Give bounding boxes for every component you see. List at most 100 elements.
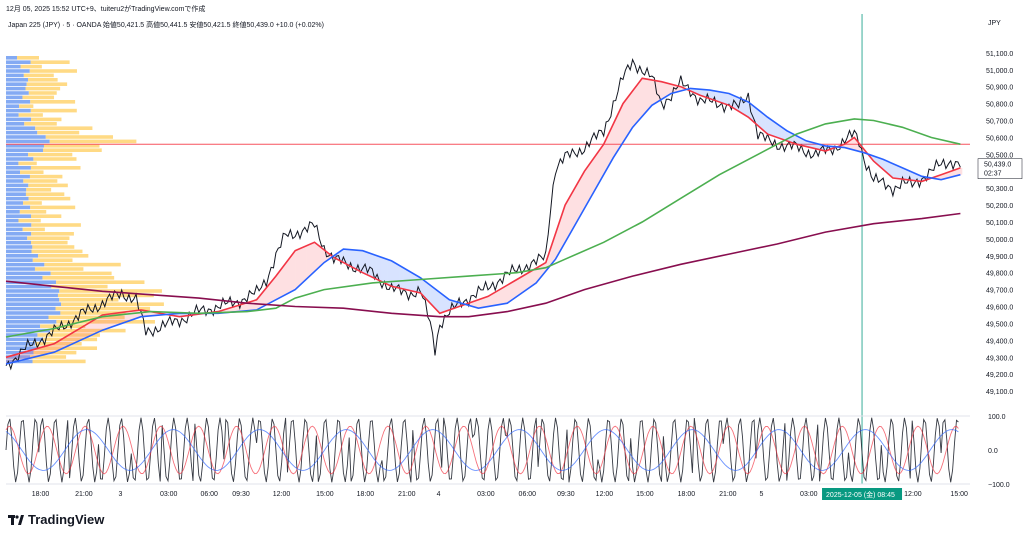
volume-bar-sell bbox=[44, 262, 121, 267]
cloud-segment bbox=[86, 321, 91, 338]
cloud-segment bbox=[518, 276, 523, 296]
volume-bar-buy bbox=[6, 179, 24, 183]
chart-title-line: 12月 05, 2025 15:52 UTC+9、tuiteru2がTradin… bbox=[6, 6, 206, 13]
cloud-segment bbox=[730, 94, 735, 109]
cloud-segment bbox=[380, 256, 384, 283]
time-tick-label: 5 bbox=[760, 491, 764, 498]
cloud-segment bbox=[59, 337, 64, 350]
volume-bar-sell bbox=[29, 174, 63, 179]
cloud-segment bbox=[453, 300, 458, 309]
volume-bar-buy bbox=[6, 91, 29, 95]
cloud-segment bbox=[430, 285, 435, 308]
volume-bar-buy bbox=[6, 280, 57, 284]
price-tick-label: 51,000.0 bbox=[986, 68, 1013, 75]
time-tick-label: 03:00 bbox=[477, 491, 495, 498]
volume-bar-sell bbox=[27, 236, 70, 240]
cloud-segment bbox=[757, 109, 762, 129]
cloud-segment bbox=[595, 149, 600, 189]
time-tick-label: 3 bbox=[119, 491, 123, 498]
cloud-segment bbox=[773, 121, 778, 138]
volume-bar-sell bbox=[18, 113, 43, 117]
cloud-segment bbox=[615, 111, 620, 155]
price-axis: 51,100.0 51,000.0 50,900.0 50,800.0 50,700.0… bbox=[977, 51, 1023, 396]
price-tick-label: 50,800.0 bbox=[986, 102, 1013, 109]
volume-bar-buy bbox=[6, 161, 19, 166]
time-tick-label: 09:30 bbox=[232, 491, 250, 498]
cloud-segment bbox=[607, 127, 612, 168]
volume-bar-buy bbox=[6, 227, 23, 232]
volume-bar-buy bbox=[6, 60, 31, 64]
cloud-segment bbox=[626, 93, 631, 137]
osc-tick-label: 0.0 bbox=[988, 448, 998, 455]
cloud-segment bbox=[437, 290, 442, 313]
cloud-segment bbox=[576, 178, 581, 222]
volume-bar-buy bbox=[6, 346, 37, 350]
volume-bar-sell bbox=[23, 73, 54, 78]
cloud-segment bbox=[599, 144, 604, 182]
volume-bar-sell bbox=[34, 267, 84, 271]
cursor-time-label: 2025-12-05 (金) 08:45 bbox=[826, 490, 895, 499]
cloud-segment bbox=[302, 245, 307, 283]
volume-bar-sell bbox=[23, 201, 42, 205]
cloud-segment bbox=[665, 82, 670, 98]
volume-bar-buy bbox=[6, 78, 28, 82]
cloud-segment bbox=[36, 347, 41, 357]
volume-bar-buy bbox=[6, 122, 25, 126]
time-tick-label: 18:00 bbox=[32, 491, 50, 498]
cloud-segment bbox=[638, 78, 643, 121]
volume-bar-buy bbox=[6, 108, 31, 113]
price-tick-label: 50,600.0 bbox=[986, 135, 1013, 142]
time-tick-label: 12:00 bbox=[596, 491, 614, 498]
volume-bar-buy bbox=[6, 337, 44, 342]
volume-bar-sell bbox=[56, 320, 155, 324]
volume-bar-sell bbox=[28, 152, 73, 157]
volume-bar-buy bbox=[6, 284, 52, 289]
volume-bar-sell bbox=[28, 183, 68, 188]
volume-bar-sell bbox=[20, 64, 42, 69]
cloud-segment bbox=[499, 287, 504, 305]
cloud-segment bbox=[488, 294, 492, 307]
volume-bar-sell bbox=[50, 271, 112, 276]
price-tick-label: 49,300.0 bbox=[986, 355, 1013, 362]
time-tick-label: 12:00 bbox=[904, 491, 922, 498]
cloud-segment bbox=[67, 333, 72, 347]
cloud-segment bbox=[75, 328, 80, 343]
volume-bar-sell bbox=[42, 148, 102, 152]
volume-bar-sell bbox=[30, 108, 77, 113]
volume-bar-sell bbox=[35, 342, 82, 346]
volume-bar-buy bbox=[6, 271, 51, 276]
time-tick-label: 21:00 bbox=[719, 491, 737, 498]
osc-tick-label: 100.0 bbox=[988, 414, 1006, 421]
volume-bar-sell bbox=[48, 315, 125, 320]
cloud-segment bbox=[287, 255, 292, 294]
cloud-segment bbox=[507, 282, 512, 304]
cloud-segment bbox=[63, 335, 68, 348]
volume-bar-sell bbox=[28, 91, 57, 95]
time-tick-label: 12:00 bbox=[273, 491, 291, 498]
volume-bar-sell bbox=[18, 161, 37, 166]
volume-bar-buy bbox=[6, 289, 60, 293]
volume-bar-sell bbox=[36, 346, 98, 350]
volume-bar-buy bbox=[6, 100, 31, 104]
volume-bar-sell bbox=[19, 210, 47, 214]
volume-bar-buy bbox=[6, 232, 32, 236]
volume-bar-sell bbox=[51, 284, 108, 289]
volume-bar-sell bbox=[25, 86, 61, 91]
volume-bar-sell bbox=[33, 157, 77, 161]
cloud-segment bbox=[530, 269, 535, 287]
cloud-segment bbox=[476, 299, 481, 308]
volume-bar-sell bbox=[37, 130, 80, 135]
volume-bar-sell bbox=[55, 306, 151, 311]
cloud-segment bbox=[83, 324, 87, 340]
time-tick-label: 15:00 bbox=[316, 491, 334, 498]
volume-bar-buy bbox=[6, 82, 27, 86]
volume-bar-buy bbox=[6, 56, 17, 60]
cloud-segment bbox=[491, 291, 496, 306]
price-tick-label: 50,700.0 bbox=[986, 119, 1013, 126]
series-line-2 bbox=[5, 87, 961, 365]
price-tick-label: 49,700.0 bbox=[986, 288, 1013, 295]
cloud-segment bbox=[21, 351, 26, 361]
cloud-segment bbox=[391, 260, 396, 288]
volume-bar-sell bbox=[23, 179, 58, 183]
